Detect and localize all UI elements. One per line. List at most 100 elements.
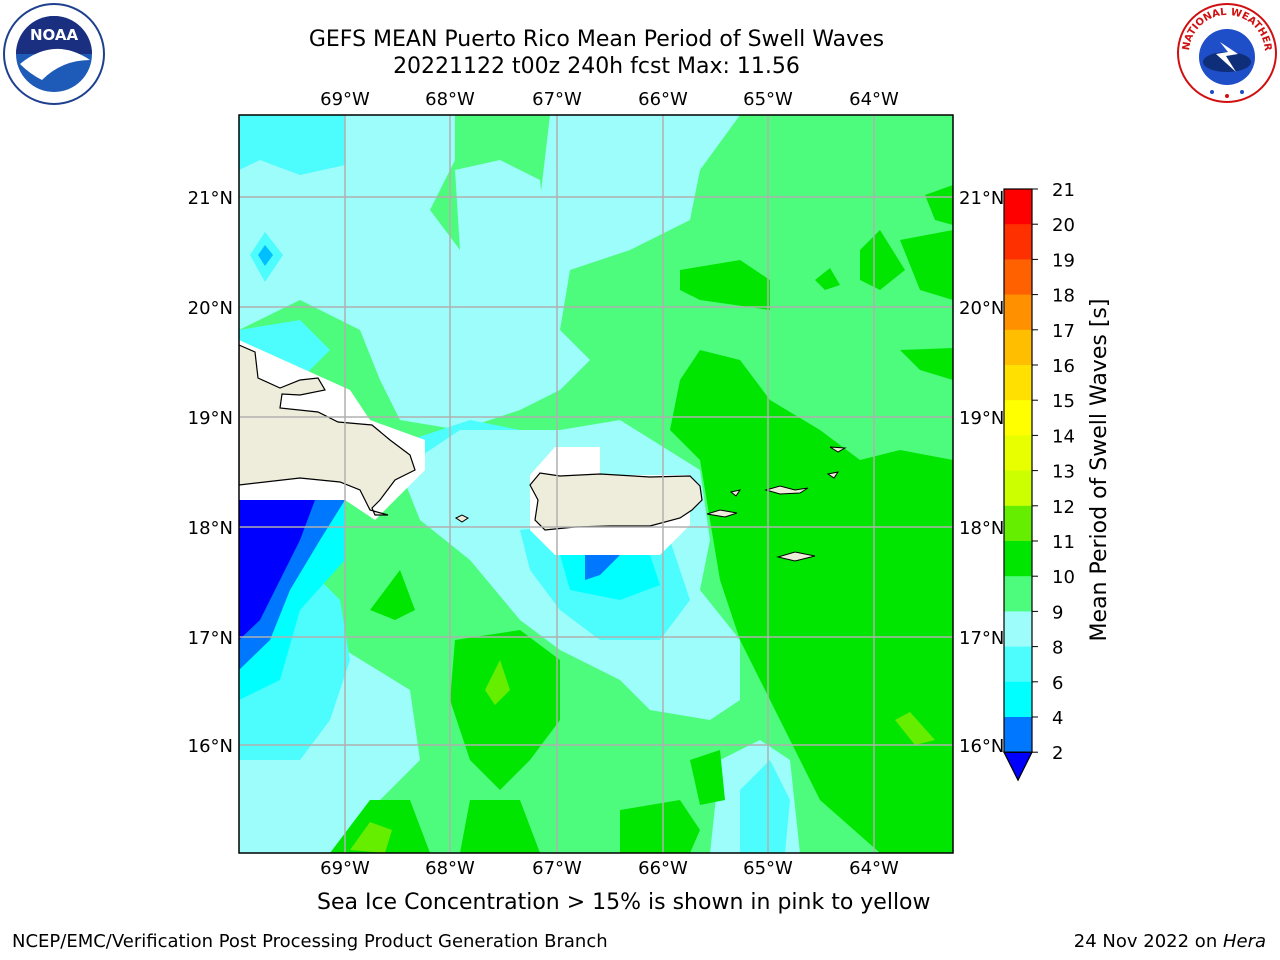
- colorbar-tick-label: 17: [1052, 321, 1075, 342]
- land-culebra: [729, 489, 742, 497]
- land-anegada: [829, 446, 847, 453]
- map-frame: [238, 114, 954, 854]
- swell-period-field: [239, 115, 953, 853]
- contour-10-11-far-ne: [925, 185, 953, 225]
- colorbar-tick-label: 15: [1052, 391, 1075, 412]
- colorbar-tick-label: 10: [1052, 567, 1075, 588]
- contour-10-11-east: [670, 350, 953, 853]
- colorbar-tick-label: 14: [1052, 426, 1075, 447]
- contour-8-9-north: [455, 160, 545, 260]
- contour-6-8-nw-top: [239, 115, 345, 175]
- contour-10-11-south-b: [460, 800, 540, 853]
- colorbar-segment: [1004, 365, 1032, 401]
- colorbar-tick-label: 21: [1052, 180, 1075, 201]
- lon-label: 67°W: [532, 858, 582, 879]
- contour-10-11-south-a: [450, 630, 560, 790]
- contour-10-11-south-c: [690, 750, 725, 805]
- colorbar-segment: [1004, 294, 1032, 331]
- colorbar-segment: [1004, 541, 1032, 577]
- lat-label: 21°N: [188, 188, 233, 209]
- noaa-logo-text: NOAA: [30, 26, 79, 44]
- contour-8-9-northwest: [239, 115, 740, 430]
- lat-label: 17°N: [959, 628, 1004, 649]
- lon-label: 66°W: [638, 858, 688, 879]
- lon-label: 64°W: [849, 89, 899, 110]
- colorbar-segment: [1004, 224, 1032, 260]
- noaa-logo: NOAA: [3, 3, 105, 105]
- colorbar-tick-label: 2: [1052, 743, 1063, 764]
- contour-6-8-south-strip: [740, 760, 790, 853]
- footer-left: NCEP/EMC/Verification Post Processing Pr…: [12, 931, 608, 952]
- contour-0-2-southwest: [239, 500, 315, 640]
- footer-host: Hera: [1222, 931, 1266, 952]
- lat-label: 17°N: [188, 628, 233, 649]
- colorbar-segment: [1004, 329, 1032, 366]
- contour-10-11-south-d: [620, 800, 700, 853]
- colorbar-segment: [1004, 189, 1032, 225]
- sea-ice-note: Sea Ice Concentration > 15% is shown in …: [317, 890, 931, 915]
- footer-date: 24 Nov 2022 on: [1073, 931, 1223, 952]
- top-lon-labels: 69°W 68°W 67°W 66°W 65°W 64°W: [320, 89, 899, 110]
- colorbar-tick-label: 9: [1052, 602, 1063, 623]
- colorbar: 2 4 6 8 9 10 11 12 13 14 15 16 17 18 19 20 21: [1003, 180, 1075, 782]
- colorbar-segment: [1004, 470, 1032, 507]
- colorbar-segment: [1004, 717, 1032, 753]
- lat-label: 19°N: [188, 408, 233, 429]
- colorbar-segment: [1004, 611, 1032, 648]
- lat-label: 18°N: [959, 518, 1004, 539]
- lon-label: 69°W: [320, 858, 370, 879]
- colorbar-tick-label: 8: [1052, 638, 1063, 659]
- lat-label: 18°N: [188, 518, 233, 539]
- colorbar-tick-label: 6: [1052, 673, 1063, 694]
- colorbar-tick-label: 13: [1052, 462, 1075, 483]
- lon-label: 69°W: [320, 89, 370, 110]
- graticule: [239, 115, 953, 853]
- colorbar-extend-arrow: [1003, 751, 1033, 782]
- land-virgin-islands: [764, 485, 809, 495]
- lon-label: 67°W: [532, 89, 582, 110]
- contour-2-4-pr-south: [585, 555, 620, 580]
- colorbar-segment: [1004, 681, 1032, 718]
- colorbar-tick-label: 20: [1052, 215, 1075, 236]
- colorbar-tick-label: 12: [1052, 497, 1075, 518]
- right-lat-labels: 21°N 20°N 19°N 18°N 17°N 16°N: [959, 188, 1004, 757]
- colorbar-segment: [1004, 259, 1032, 296]
- contour-11-12-b: [895, 712, 935, 745]
- lon-label: 68°W: [425, 858, 475, 879]
- contour-10-11-east-edge: [900, 230, 953, 300]
- land-st-croix: [776, 551, 816, 562]
- lat-label: 16°N: [959, 736, 1004, 757]
- colorbar-segment: [1004, 505, 1032, 542]
- colorbar-label: Mean Period of Swell Waves [s]: [1087, 299, 1112, 642]
- land-vieques: [706, 509, 738, 518]
- colorbar-segment: [1004, 435, 1032, 472]
- contour-10-11-sw-small: [370, 570, 415, 620]
- colorbar-segment: [1004, 576, 1032, 612]
- contour-4-6-nw-cell: [258, 245, 273, 266]
- land-hispaniola: [239, 344, 416, 516]
- lon-label: 64°W: [849, 858, 899, 879]
- lat-label: 20°N: [959, 298, 1004, 319]
- lon-label: 65°W: [743, 858, 793, 879]
- bottom-lon-labels: 69°W 68°W 67°W 66°W 65°W 64°W: [320, 858, 899, 879]
- colorbar-tick-label: 18: [1052, 286, 1075, 307]
- lat-label: 21°N: [959, 188, 1004, 209]
- contour-10-11-ne-corner: [860, 230, 905, 290]
- chart-subtitle: 20221122 t00z 240h fcst Max: 11.56: [393, 54, 800, 79]
- contour-10-11-mid-east: [900, 348, 953, 380]
- footer-right: 24 Nov 2022 on Hera: [1074, 930, 1266, 954]
- lat-label: 16°N: [188, 736, 233, 757]
- colorbar-tick-label: 11: [1052, 532, 1075, 553]
- lat-label: 19°N: [959, 408, 1004, 429]
- contour-11-12-c: [350, 822, 392, 853]
- colorbar-tick-label: 16: [1052, 356, 1075, 377]
- colorbar-tick-label: 19: [1052, 250, 1075, 271]
- nws-logo: NATIONAL WEATHER SERVICE: [1176, 2, 1277, 103]
- lon-label: 66°W: [638, 89, 688, 110]
- colorbar-segment: [1004, 646, 1032, 683]
- chart-title: GEFS MEAN Puerto Rico Mean Period of Swe…: [308, 27, 885, 52]
- left-lat-labels: 21°N 20°N 19°N 18°N 17°N 16°N: [188, 188, 233, 757]
- land-mona-island: [455, 514, 469, 523]
- lon-label: 68°W: [425, 89, 475, 110]
